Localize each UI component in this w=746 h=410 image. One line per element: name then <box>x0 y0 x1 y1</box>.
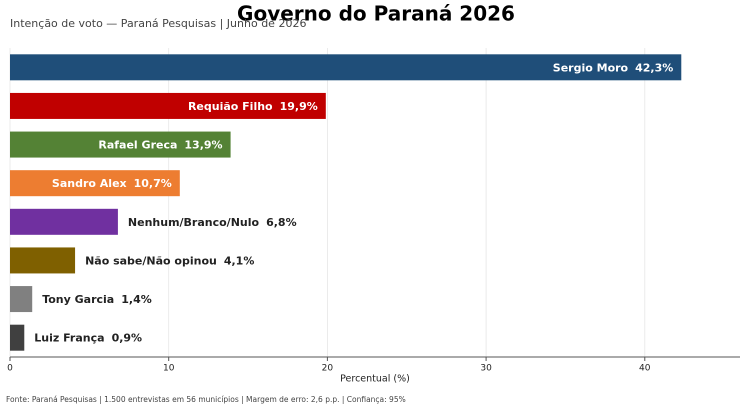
chart-subtitle: Intenção de voto — Paraná Pesquisas | Ju… <box>10 17 306 30</box>
chart-title: Governo do Paraná 2026 <box>237 2 515 26</box>
bar <box>10 286 33 313</box>
bar-category-label: Requião Filho <box>188 100 273 113</box>
bar-value-label: 6,8% <box>266 216 297 229</box>
bar-category-label: Rafael Greca <box>98 139 177 152</box>
bar <box>10 208 118 235</box>
x-tick-label: 30 <box>480 364 492 374</box>
bar-value-label: 42,3% <box>635 61 673 74</box>
bar-value-label: 13,9% <box>184 139 222 152</box>
source-note: Fonte: Paraná Pesquisas | 1.500 entrevis… <box>6 395 406 404</box>
bar-category-label: Sandro Alex <box>52 177 127 190</box>
bar-value-label: 19,9% <box>280 100 318 113</box>
bar-category-label: Luiz França <box>34 332 104 345</box>
bar-category-label: Sergio Moro <box>553 61 629 74</box>
bar <box>10 324 25 351</box>
bar-category-label: Tony Garcia <box>42 293 114 306</box>
bar-value-label: 10,7% <box>134 177 172 190</box>
bar <box>10 131 231 158</box>
x-axis-label: Percentual (%) <box>340 374 410 385</box>
bar <box>10 54 682 81</box>
bar <box>10 247 76 274</box>
bar-category-label: Não sabe/Não opinou <box>85 254 217 267</box>
bar-value-label: 4,1% <box>224 254 255 267</box>
bar <box>10 92 326 119</box>
bar <box>10 170 180 197</box>
x-tick-label: 0 <box>7 364 13 374</box>
bar-value-label: 1,4% <box>121 293 152 306</box>
x-tick-label: 40 <box>639 364 651 374</box>
bar-category-label: Nenhum/Branco/Nulo <box>128 216 260 229</box>
x-tick-label: 10 <box>163 364 175 374</box>
bar-value-label: 0,9% <box>112 332 143 345</box>
x-tick-label: 20 <box>322 364 334 374</box>
